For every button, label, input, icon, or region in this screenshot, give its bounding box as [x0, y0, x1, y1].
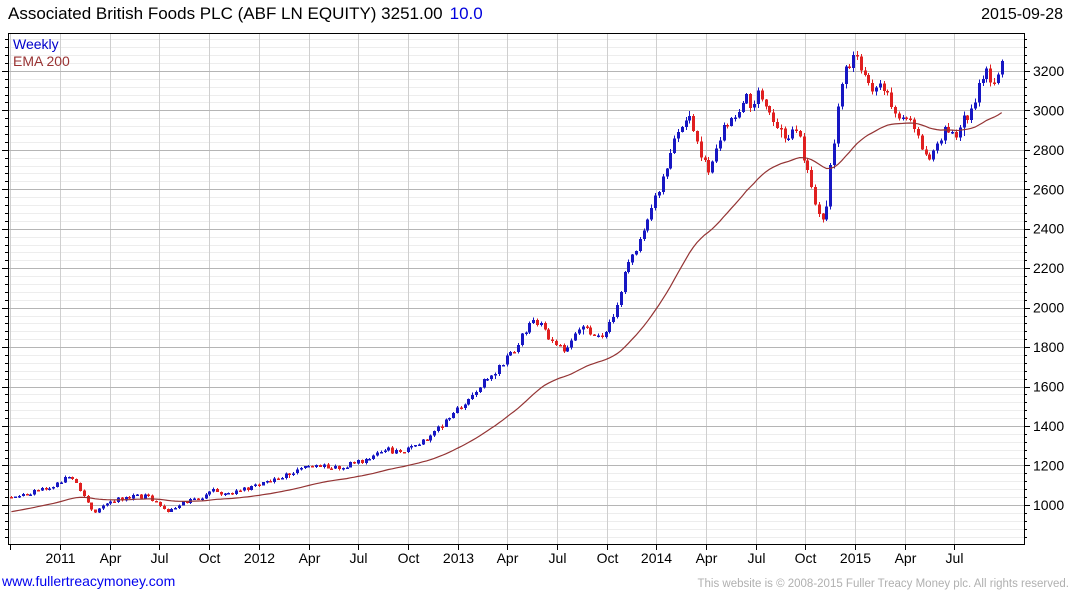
svg-text:Apr: Apr [497, 550, 519, 566]
svg-text:2000: 2000 [1033, 300, 1064, 316]
svg-text:2015: 2015 [840, 550, 871, 566]
y-axis: 1000 1200 1400 1600 1800 2000 2200 2400 2600 2800… [2, 39, 1064, 538]
svg-text:2800: 2800 [1033, 142, 1064, 158]
chart-date: 2015-09-28 [981, 6, 1063, 23]
svg-text:Apr: Apr [100, 550, 122, 566]
svg-text:Jul: Jul [350, 550, 368, 566]
footer-website-link[interactable]: www.fullertreacymoney.com [2, 573, 176, 589]
svg-text:2200: 2200 [1033, 260, 1064, 276]
candlesticks [10, 50, 1004, 513]
price-change: 10.0 [449, 4, 483, 23]
svg-text:Oct: Oct [795, 550, 817, 566]
svg-text:2400: 2400 [1033, 221, 1064, 237]
svg-text:Jul: Jul [151, 550, 169, 566]
footer-copyright: This website is © 2008-2015 Fuller Treac… [697, 578, 1069, 590]
svg-text:Jul: Jul [748, 550, 766, 566]
svg-text:Apr: Apr [696, 550, 718, 566]
svg-text:1000: 1000 [1033, 497, 1064, 513]
svg-text:2011: 2011 [45, 550, 75, 566]
svg-text:3000: 3000 [1033, 102, 1064, 118]
svg-text:Oct: Oct [199, 550, 221, 566]
svg-text:2014: 2014 [641, 550, 672, 566]
svg-text:Apr: Apr [299, 550, 321, 566]
gridlines [8, 33, 1024, 544]
page-title: Associated British Foods PLC (ABF LN EQU… [8, 4, 443, 23]
x-axis: 2011 Apr Jul Oct 2012 Apr Jul Oct 2013 Apr Jul Oct 2… [10, 544, 964, 566]
svg-text:2013: 2013 [443, 550, 474, 566]
title-bar: Associated British Foods PLC (ABF LN EQU… [8, 4, 483, 24]
svg-text:1600: 1600 [1033, 379, 1064, 395]
svg-text:Jul: Jul [946, 550, 964, 566]
ema-line [11, 112, 1003, 513]
svg-text:Jul: Jul [549, 550, 567, 566]
svg-text:2012: 2012 [244, 550, 275, 566]
svg-text:Oct: Oct [398, 550, 420, 566]
svg-text:Apr: Apr [895, 550, 917, 566]
legend-weekly-label: Weekly [13, 36, 59, 52]
svg-text:1800: 1800 [1033, 339, 1064, 355]
svg-text:1200: 1200 [1033, 458, 1064, 474]
plot-frame [8, 33, 1025, 545]
svg-text:1400: 1400 [1033, 418, 1064, 434]
svg-text:3200: 3200 [1033, 63, 1064, 79]
svg-text:2600: 2600 [1033, 181, 1064, 197]
legend-ema-label: EMA 200 [13, 53, 70, 69]
svg-text:Oct: Oct [597, 550, 619, 566]
